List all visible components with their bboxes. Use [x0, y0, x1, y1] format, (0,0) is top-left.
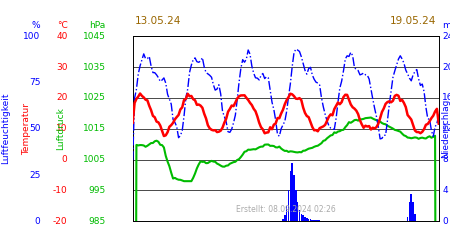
Bar [409, 202, 410, 221]
Bar [319, 220, 320, 221]
Bar [291, 164, 293, 221]
Text: 995: 995 [89, 186, 106, 195]
Text: 4: 4 [442, 186, 448, 195]
Text: hPa: hPa [90, 21, 106, 30]
Bar [299, 210, 300, 221]
Bar [302, 215, 304, 221]
Text: 50: 50 [29, 124, 40, 133]
Text: 75: 75 [29, 78, 40, 87]
Text: 20: 20 [442, 62, 450, 72]
Text: 13.05.24: 13.05.24 [135, 16, 181, 26]
Text: Luftdruck: Luftdruck [56, 107, 65, 150]
Bar [304, 218, 306, 221]
Bar [295, 190, 297, 221]
Text: 0: 0 [62, 155, 68, 164]
Text: 12: 12 [442, 124, 450, 133]
Text: °C: °C [57, 21, 68, 30]
Bar [286, 206, 288, 221]
Text: -10: -10 [53, 186, 68, 195]
Bar [310, 219, 311, 221]
Text: 10: 10 [56, 124, 68, 133]
Bar [407, 218, 409, 221]
Text: 24: 24 [442, 32, 450, 41]
Text: 1045: 1045 [83, 32, 106, 41]
Bar [284, 215, 286, 221]
Bar [412, 202, 414, 221]
Bar [306, 218, 308, 221]
Bar [311, 220, 313, 221]
Text: Erstellt: 08.09.2024 02:26: Erstellt: 08.09.2024 02:26 [236, 205, 336, 214]
Bar [410, 194, 412, 221]
Bar [414, 214, 416, 221]
Bar [301, 214, 302, 221]
Text: 985: 985 [89, 217, 106, 226]
Text: %: % [32, 21, 40, 30]
Text: -20: -20 [53, 217, 68, 226]
Text: 1025: 1025 [83, 94, 106, 102]
Bar [282, 219, 284, 221]
Text: mm/h: mm/h [442, 21, 450, 30]
Text: 1035: 1035 [83, 62, 106, 72]
Text: Luftfeuchtigkeit: Luftfeuchtigkeit [1, 93, 10, 164]
Bar [315, 220, 317, 221]
Bar [297, 202, 298, 221]
Bar [293, 175, 295, 221]
Text: 19.05.24: 19.05.24 [390, 16, 436, 26]
Text: 16: 16 [442, 94, 450, 102]
Bar [317, 220, 319, 221]
Text: 0: 0 [35, 217, 40, 226]
Text: Temperatur: Temperatur [22, 103, 32, 155]
Text: 8: 8 [442, 155, 448, 164]
Bar [288, 190, 289, 221]
Text: 20: 20 [56, 94, 68, 102]
Text: 30: 30 [56, 62, 68, 72]
Text: 1005: 1005 [83, 155, 106, 164]
Text: 25: 25 [29, 170, 40, 179]
Text: 100: 100 [23, 32, 40, 41]
Text: 40: 40 [56, 32, 68, 41]
Bar [289, 171, 291, 221]
Bar [313, 220, 315, 221]
Text: Niederschlag: Niederschlag [441, 99, 450, 158]
Bar [308, 219, 310, 221]
Text: 1015: 1015 [83, 124, 106, 133]
Text: 0: 0 [442, 217, 448, 226]
